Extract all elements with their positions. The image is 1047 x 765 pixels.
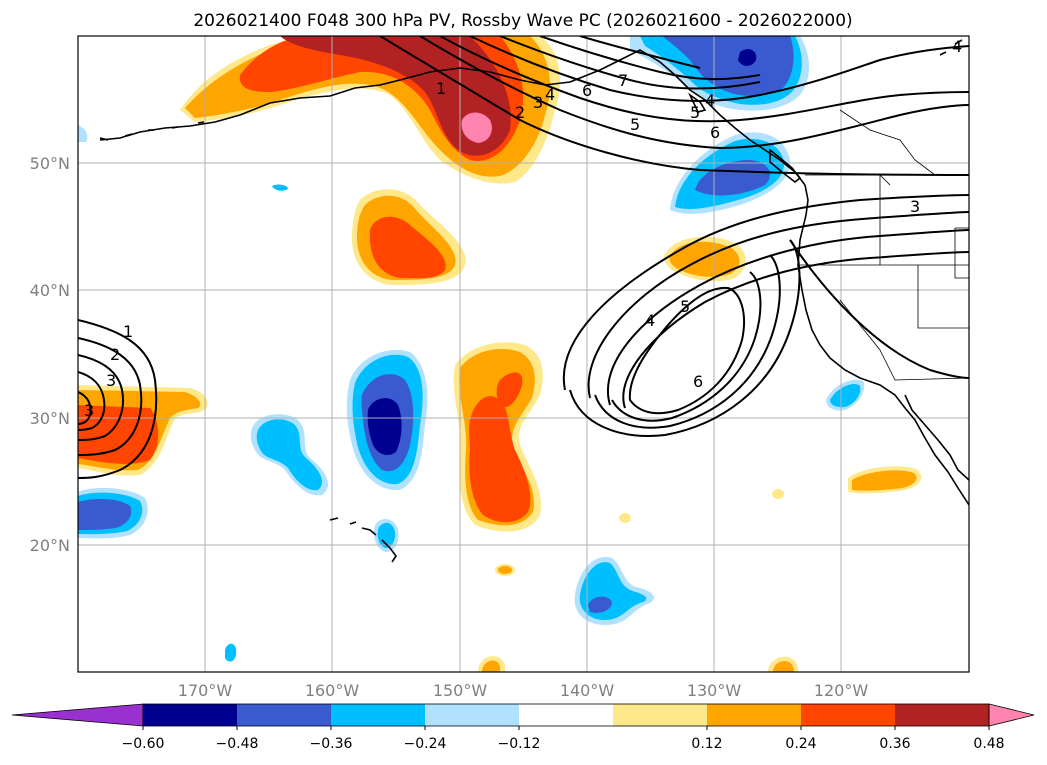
rossby-contours [78,36,969,479]
colorbar-tick-label: −0.24 [404,736,447,752]
contour-label: 4 [545,85,555,104]
colorbar-segment [237,704,332,726]
pv-negative-anomaly-central [346,349,428,491]
contour-label: 3 [533,93,543,112]
pv-positive-anomaly-baja [848,466,922,494]
lat-label: 40°N [30,281,70,300]
pv-negative-anomaly-west [78,125,399,662]
contour-label: 6 [693,372,703,391]
colorbar-segment [801,704,896,726]
contour-label: 5 [630,115,640,134]
pv-positive-anomaly-central [352,189,466,285]
contour-label: 4 [645,311,655,330]
pv-positive-anomaly-small [478,489,798,672]
colorbar: −0.60 −0.48 −0.36 −0.24 −0.12 0.12 0.24 0.36 0.4… [11,703,1035,752]
latitude-labels: 50°N 40°N 30°N 20°N [30,154,70,555]
lon-label: 140°W [560,681,615,700]
colorbar-segment [613,704,708,726]
colorbar-segment [331,704,426,726]
contour-label: 4 [952,37,962,56]
colorbar-tick-label: 0.48 [973,736,1004,752]
lon-label: 170°W [178,681,233,700]
map-plot-area: 1 2 3 4 5 6 7 6 5 4 3 4 5 6 1 2 3 3 4 [78,36,969,672]
contour-label: 5 [690,103,700,122]
lon-label: 130°W [687,681,742,700]
contour-label: 3 [910,197,920,216]
contour-label: 1 [436,79,446,98]
contour-labels: 1 2 3 4 5 6 7 6 5 4 3 4 5 6 1 2 3 3 4 [84,37,962,420]
pv-negative-anomaly-socal [826,379,865,411]
coastlines [99,39,969,563]
lat-label: 20°N [30,536,70,555]
pv-positive-anomaly-subtropical [453,342,543,532]
colorbar-tick-label: −0.12 [498,736,541,752]
lat-label: 30°N [30,409,70,428]
colorbar-tick-label: −0.48 [216,736,259,752]
contour-label: 5 [680,297,690,316]
colorbar-tick-label: 0.24 [785,736,816,752]
contour-label: 6 [582,81,592,100]
lon-label: 150°W [433,681,488,700]
colorbar-tick-label: −0.36 [310,736,353,752]
colorbar-extend-low [11,703,144,727]
colorbar-tick-label: 0.36 [879,736,910,752]
contour-label: 2 [110,345,120,364]
pv-negative-anomaly-southwest [78,487,148,539]
graticule [78,36,969,672]
pv-negative-anomaly-south [574,556,655,625]
colorbar-frame [142,703,990,727]
pv-negative-anomaly-bc [630,36,809,214]
colorbar-tick-label: 0.12 [691,736,722,752]
contour-label: 4 [705,91,715,110]
colorbar-segment [519,704,614,726]
pv-positive-anomaly-dateline [78,385,208,476]
colorbar-extend-high [988,703,1035,727]
colorbar-segment [143,704,238,726]
lon-label: 120°W [814,681,869,700]
colorbar-segment [895,704,990,726]
colorbar-tick-label: −0.60 [122,736,165,752]
contour-label: 3 [106,371,116,390]
contour-label: 6 [710,123,720,142]
longitude-labels: 170°W 160°W 150°W 140°W 130°W 120°W [178,681,869,700]
figure-title: 2026021400 F048 300 hPa PV, Rossby Wave … [193,11,852,31]
contour-label: 7 [618,71,628,90]
contour-label: 1 [123,322,133,341]
contour-label: 3 [84,401,94,420]
plot-frame [77,35,970,673]
lon-label: 160°W [305,681,360,700]
colorbar-segment [425,704,520,726]
contour-label: 2 [515,103,525,122]
lat-label: 50°N [30,154,70,173]
colorbar-segment [707,704,802,726]
pv-positive-anomaly-alaska [180,36,560,184]
